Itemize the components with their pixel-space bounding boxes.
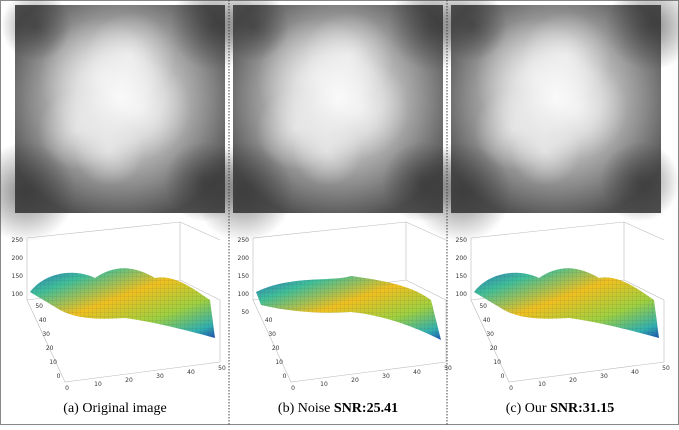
caption-label: (b) Noise — [278, 401, 331, 416]
y-tick-label: 10 — [275, 359, 283, 366]
image-shadow — [600, 142, 679, 222]
y-tick-label: 20 — [490, 345, 498, 352]
x-tick-label: 0 — [509, 385, 513, 392]
image-highlight — [293, 116, 363, 186]
x-tick-label: 30 — [600, 373, 608, 380]
y-tick-label: 40 — [39, 317, 47, 324]
caption-metric: SNR:31.15 — [550, 401, 614, 416]
z-tick-label: 250 — [238, 237, 250, 244]
x-tick-label: 50 — [662, 365, 670, 372]
y-tick-label: 30 — [486, 331, 494, 338]
image-highlight — [511, 116, 581, 186]
x-tick-label: 0 — [65, 385, 69, 392]
y-tick-label: 50 — [479, 303, 487, 310]
y-tick-label: 10 — [493, 359, 501, 366]
x-tick-label: 10 — [94, 381, 102, 388]
x-tick-label: 10 — [320, 381, 328, 388]
z-tick-label: 200 — [12, 255, 24, 262]
caption: (a) Original image — [63, 401, 166, 416]
z-tick-label: 100 — [12, 291, 24, 298]
z-tick-label: 50 — [241, 309, 249, 316]
y-tick-label: 50 — [35, 303, 43, 310]
caption-label: (a) Original image — [63, 401, 166, 416]
x-tick-label: 50 — [444, 365, 452, 372]
y-tick-label: 40 — [483, 317, 491, 324]
x-tick-label: 40 — [187, 369, 195, 376]
image-highlight — [304, 12, 394, 102]
x-tick-label: 30 — [382, 373, 390, 380]
caption: (b) Noise SNR:25.41 — [278, 401, 398, 416]
x-tick-label: 20 — [125, 377, 133, 384]
x-tick-label: 50 — [218, 365, 226, 372]
x-tick-label: 40 — [413, 369, 421, 376]
caption: (c) Our SNR:31.15 — [506, 401, 614, 416]
z-tick-label: 100 — [238, 291, 250, 298]
x-tick-label: 0 — [291, 385, 295, 392]
y-tick-label: 30 — [268, 331, 276, 338]
surface-mesh — [474, 268, 659, 338]
caption-label: (c) Our — [506, 401, 547, 416]
y-tick-label: 20 — [272, 345, 280, 352]
z-tick-label: 200 — [238, 255, 250, 262]
y-tick-label: 0 — [283, 373, 287, 380]
image-shadow — [412, 142, 512, 242]
z-tick-label: 200 — [456, 255, 468, 262]
image-highlight — [75, 116, 145, 186]
caption-metric: SNR:25.41 — [334, 401, 398, 416]
x-tick-label: 30 — [156, 373, 164, 380]
x-tick-label: 20 — [351, 377, 359, 384]
y-tick-label: 0 — [501, 373, 505, 380]
z-tick-label: 250 — [12, 237, 24, 244]
z-tick-label: 150 — [456, 273, 468, 280]
x-tick-label: 20 — [569, 377, 577, 384]
z-tick-label: 250 — [456, 237, 468, 244]
image-highlight — [86, 12, 176, 102]
image-highlight — [522, 12, 612, 102]
y-tick-label: 20 — [46, 345, 54, 352]
image-shadow — [194, 142, 294, 242]
z-tick-label: 150 — [12, 273, 24, 280]
y-tick-label: 10 — [49, 359, 57, 366]
x-tick-label: 10 — [538, 381, 546, 388]
surface-mesh — [30, 268, 215, 338]
surface-mesh — [256, 276, 441, 340]
x-tick-label: 40 — [631, 369, 639, 376]
y-tick-label: 0 — [57, 373, 61, 380]
y-tick-label: 30 — [42, 331, 50, 338]
z-tick-label: 100 — [456, 291, 468, 298]
z-tick-label: 150 — [238, 273, 250, 280]
y-tick-label: 40 — [265, 317, 273, 324]
